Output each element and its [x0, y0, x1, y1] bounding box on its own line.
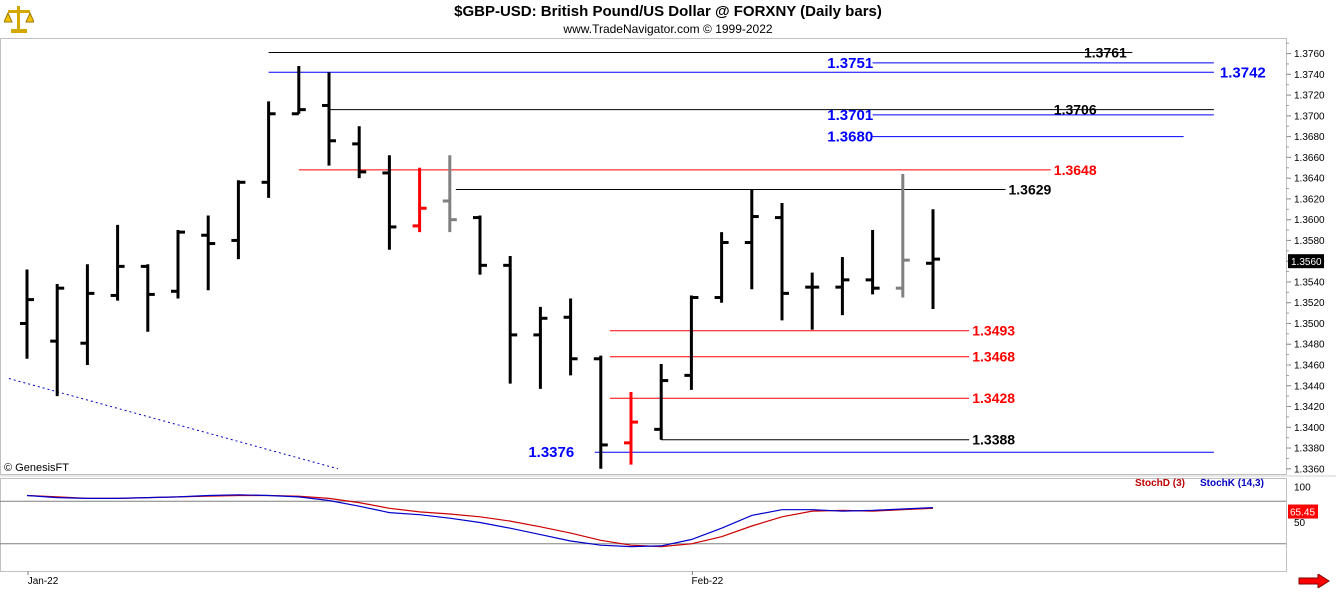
trendline-dotted [8, 378, 339, 470]
level-label: 1.3701 [827, 107, 873, 124]
level-label: 1.3376 [528, 444, 574, 461]
stoch-last-value-box [1288, 504, 1318, 519]
level-label: 1.3742 [1220, 64, 1266, 81]
y-tick-label: 1.3400 [1294, 423, 1325, 434]
x-tick-label: Jan-22 [28, 576, 59, 587]
level-label: 1.3706 [1054, 102, 1097, 118]
y-tick-label: 1.3740 [1294, 70, 1325, 81]
scroll-right-button[interactable] [1298, 573, 1330, 589]
copyright-label: © GenesisFT [4, 462, 69, 474]
y-tick-label: 1.3440 [1294, 381, 1325, 392]
chart-subtitle: www.TradeNavigator.com © 1999-2022 [563, 22, 773, 36]
level-label: 1.3761 [1084, 45, 1127, 61]
level-label: 1.3428 [972, 390, 1015, 406]
y-tick-label: 1.3620 [1294, 194, 1325, 205]
y-tick-label: 1.3700 [1294, 111, 1325, 122]
stoch-series-line [26, 494, 934, 548]
y-tick-label: 1.3600 [1294, 215, 1325, 226]
legend-stochk: StochK (14,3) [1200, 478, 1264, 489]
stoch-last-value-label: 65.45 [1290, 508, 1315, 519]
level-label: 1.3629 [1009, 182, 1052, 198]
y-tick-label: 1.3500 [1294, 319, 1325, 330]
y-tick-label: 1.3480 [1294, 340, 1325, 351]
y-tick-label: 1.3540 [1294, 277, 1325, 288]
level-label: 1.3648 [1054, 162, 1097, 178]
level-label: 1.3493 [972, 323, 1015, 339]
level-label: 1.3680 [827, 129, 873, 146]
last-price-label: 1.3560 [1291, 257, 1322, 268]
indicator-panel-frame [0, 478, 1287, 572]
y-tick-label: 1.3660 [1294, 153, 1325, 164]
y-tick-label: 1.3580 [1294, 236, 1325, 247]
price-panel-frame [0, 38, 1287, 475]
x-tick-label: Feb-22 [692, 576, 724, 587]
level-label: 1.3468 [972, 349, 1015, 365]
y-tick-label: 1.3360 [1294, 464, 1325, 475]
y-tick-label: 1.3420 [1294, 402, 1325, 413]
y-tick-label: 1.3760 [1294, 49, 1325, 60]
stoch-tick-label: 100 [1294, 483, 1311, 494]
level-label: 1.3388 [972, 432, 1015, 448]
y-tick-label: 1.3520 [1294, 298, 1325, 309]
y-tick-label: 1.3640 [1294, 174, 1325, 185]
legend-stochd: StochD (3) [1135, 478, 1185, 489]
gold-scale-icon [3, 2, 35, 34]
y-tick-label: 1.3680 [1294, 132, 1325, 143]
stoch-tick-label: 50 [1294, 518, 1306, 529]
stoch-series-line [26, 494, 934, 548]
y-tick-label: 1.3460 [1294, 361, 1325, 372]
chart-title: $GBP-USD: British Pound/US Dollar @ FORX… [454, 3, 882, 20]
y-tick-label: 1.3380 [1294, 444, 1325, 455]
red-right-arrow-icon [1298, 573, 1330, 589]
last-price-box [1288, 254, 1324, 269]
level-label: 1.3751 [827, 55, 873, 72]
y-tick-label: 1.3720 [1294, 91, 1325, 102]
